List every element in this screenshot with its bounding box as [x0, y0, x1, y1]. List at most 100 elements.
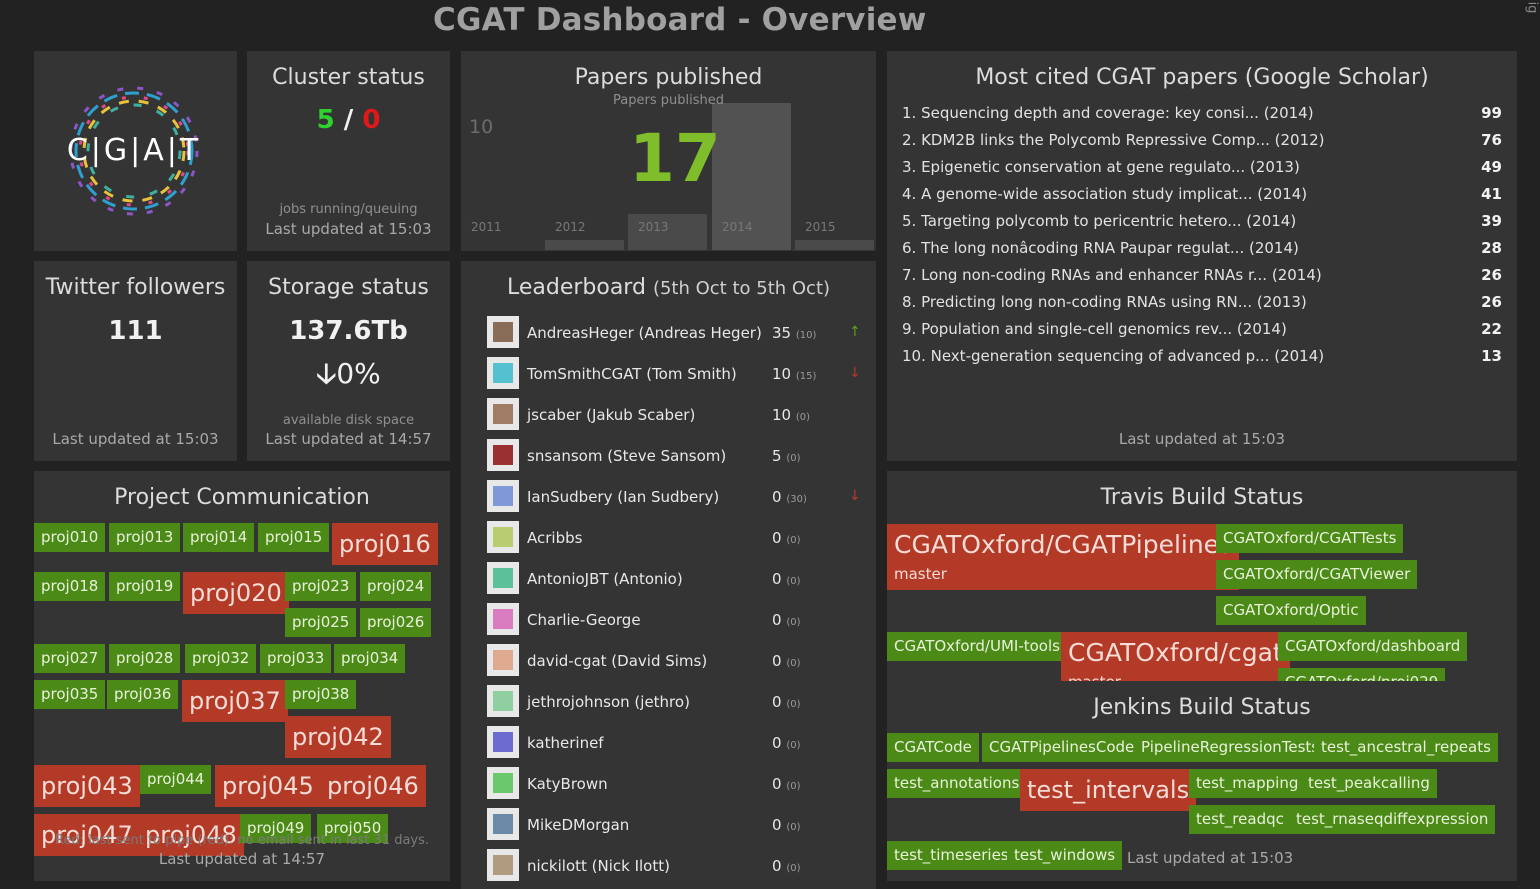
leaderboard-user[interactable]: katherinef — [527, 734, 604, 752]
leaderboard-user[interactable]: AndreasHeger (Andreas Heger) — [527, 324, 762, 342]
jenkins-build-tag[interactable]: test_intervals — [1020, 769, 1197, 811]
travis-build-tag[interactable]: CGATOxford/CGATTests — [1216, 524, 1404, 553]
leaderboard-user[interactable]: snsansom (Steve Sansom) — [527, 447, 727, 465]
leaderboard-row[interactable]: snsansom (Steve Sansom) 5 (0) — [487, 439, 867, 473]
leaderboard-user[interactable]: jscaber (Jakub Scaber) — [527, 406, 696, 424]
jenkins-build-tag[interactable]: test_peakcalling — [1301, 769, 1437, 798]
project-tag-proj019[interactable]: proj019 — [109, 572, 181, 601]
cited-paper-row[interactable]: 7. Long non-coding RNAs and enhancer RNA… — [902, 266, 1502, 288]
avatar[interactable] — [487, 808, 519, 840]
avatar[interactable] — [487, 562, 519, 594]
leaderboard-user[interactable]: KatyBrown — [527, 775, 608, 793]
jenkins-build-tag[interactable]: test_annotations — [887, 769, 1027, 798]
project-tag-proj050[interactable]: proj050 — [317, 814, 389, 843]
travis-build-tag[interactable]: CGATOxford/dashboard — [1278, 632, 1468, 661]
project-tag-proj043[interactable]: proj043 — [34, 765, 140, 807]
project-tag-proj044[interactable]: proj044 — [140, 765, 212, 794]
travis-build-tag[interactable]: CGATOxford/CGATPipelines master — [887, 524, 1240, 590]
leaderboard-row[interactable]: MikeDMorgan 0 (0) — [487, 808, 867, 842]
jenkins-build-tag[interactable]: test_mapping — [1189, 769, 1306, 798]
jenkins-build-tag[interactable]: test_rnaseqdiffexpression — [1289, 805, 1496, 834]
cited-paper-row[interactable]: 3. Epigenetic conservation at gene regul… — [902, 158, 1502, 180]
travis-build-tag[interactable]: CGATOxford/proj029 — [1278, 668, 1446, 681]
avatar[interactable] — [487, 316, 519, 348]
avatar[interactable] — [487, 480, 519, 512]
project-tag-proj020[interactable]: proj020 — [183, 572, 289, 614]
leaderboard-user[interactable]: IanSudbery (Ian Sudbery) — [527, 488, 720, 506]
jenkins-build-tag[interactable]: CGATCode — [887, 733, 979, 762]
leaderboard-row[interactable]: TomSmithCGAT (Tom Smith) 10 (15) ↓ — [487, 357, 867, 391]
jenkins-build-tag[interactable]: test_windows — [1007, 841, 1123, 870]
leaderboard-user[interactable]: Acribbs — [527, 529, 583, 547]
cited-paper-row[interactable]: 9. Population and single-cell genomics r… — [902, 320, 1502, 342]
leaderboard-row[interactable]: katherinef 0 (0) — [487, 726, 867, 760]
avatar[interactable] — [487, 521, 519, 553]
travis-build-tag[interactable]: CGATOxford/CGATViewer — [1216, 560, 1418, 589]
jenkins-build-tag[interactable]: test_timeseries — [887, 841, 1016, 870]
jenkins-build-tag[interactable]: test_readqc — [1189, 805, 1291, 834]
leaderboard-row[interactable]: Charlie-George 0 (0) — [487, 603, 867, 637]
cited-paper-row[interactable]: 4. A genome-wide association study impli… — [902, 185, 1502, 207]
project-tag-proj010[interactable]: proj010 — [34, 523, 106, 552]
leaderboard-user[interactable]: TomSmithCGAT (Tom Smith) — [527, 365, 737, 383]
travis-build-tag[interactable]: CGATOxford/Optic — [1216, 596, 1366, 625]
project-tag-proj042[interactable]: proj042 — [285, 716, 391, 758]
avatar[interactable] — [487, 439, 519, 471]
cited-paper-row[interactable]: 6. The long nonâcoding RNA Paupar regula… — [902, 239, 1502, 261]
project-tag-proj034[interactable]: proj034 — [334, 644, 406, 673]
project-tag-proj037[interactable]: proj037 — [182, 680, 288, 722]
cited-paper-row[interactable]: 5. Targeting polycomb to pericentric het… — [902, 212, 1502, 234]
avatar[interactable] — [487, 767, 519, 799]
project-tag-proj045[interactable]: proj045 — [215, 765, 321, 807]
avatar[interactable] — [487, 849, 519, 881]
project-tag-proj036[interactable]: proj036 — [107, 680, 179, 709]
leaderboard-user[interactable]: david-cgat (David Sims) — [527, 652, 708, 670]
jenkins-build-tag[interactable]: test_ancestral_repeats — [1314, 733, 1498, 762]
leaderboard-user[interactable]: nickilott (Nick Ilott) — [527, 857, 670, 875]
leaderboard-user[interactable]: MikeDMorgan — [527, 816, 630, 834]
leaderboard-row[interactable]: KatyBrown 0 (0) — [487, 767, 867, 801]
cited-paper-row[interactable]: 10. Next-generation sequencing of advanc… — [902, 347, 1502, 369]
jenkins-build-tag[interactable]: CGATPipelinesCode — [982, 733, 1142, 762]
jenkins-build-tag[interactable]: PipelineRegressionTests — [1134, 733, 1327, 762]
leaderboard-row[interactable]: AndreasHeger (Andreas Heger) 35 (10) ↑ — [487, 316, 867, 350]
project-tag-proj028[interactable]: proj028 — [109, 644, 181, 673]
leaderboard-user[interactable]: jethrojohnson (jethro) — [527, 693, 690, 711]
leaderboard-row[interactable]: jethrojohnson (jethro) 0 (0) — [487, 685, 867, 719]
project-tag-proj024[interactable]: proj024 — [360, 572, 432, 601]
avatar[interactable] — [487, 685, 519, 717]
leaderboard-row[interactable]: AntonioJBT (Antonio) 0 (0) — [487, 562, 867, 596]
project-tag-proj032[interactable]: proj032 — [185, 644, 257, 673]
leaderboard-row[interactable]: jscaber (Jakub Scaber) 10 (0) — [487, 398, 867, 432]
project-tag-proj046[interactable]: proj046 — [320, 765, 426, 807]
project-tag-proj047[interactable]: proj047 — [34, 814, 140, 856]
project-tag-proj048[interactable]: proj048 — [138, 814, 244, 856]
project-tag-proj015[interactable]: proj015 — [258, 523, 330, 552]
leaderboard-row[interactable]: IanSudbery (Ian Sudbery) 0 (30) ↓ — [487, 480, 867, 514]
project-tag-proj025[interactable]: proj025 — [285, 608, 357, 637]
project-tag-proj026[interactable]: proj026 — [360, 608, 432, 637]
leaderboard-user[interactable]: Charlie-George — [527, 611, 641, 629]
avatar[interactable] — [487, 603, 519, 635]
leaderboard-row[interactable]: nickilott (Nick Ilott) 0 (0) — [487, 849, 867, 883]
project-tag-proj018[interactable]: proj018 — [34, 572, 106, 601]
project-tag-proj035[interactable]: proj035 — [34, 680, 106, 709]
project-tag-proj049[interactable]: proj049 — [240, 814, 312, 843]
project-tag-proj033[interactable]: proj033 — [260, 644, 332, 673]
project-tag-proj014[interactable]: proj014 — [183, 523, 255, 552]
project-tag-proj013[interactable]: proj013 — [109, 523, 181, 552]
project-tag-proj016[interactable]: proj016 — [332, 523, 438, 565]
avatar[interactable] — [487, 644, 519, 676]
cited-paper-row[interactable]: 2. KDM2B links the Polycomb Repressive C… — [902, 131, 1502, 153]
leaderboard-row[interactable]: david-cgat (David Sims) 0 (0) — [487, 644, 867, 678]
travis-build-tag[interactable]: CGATOxford/cgat master — [1061, 632, 1290, 681]
cited-paper-row[interactable]: 8. Predicting long non-coding RNAs using… — [902, 293, 1502, 315]
cited-paper-row[interactable]: 1. Sequencing depth and coverage: key co… — [902, 104, 1502, 126]
leaderboard-row[interactable]: Acribbs 0 (0) — [487, 521, 867, 555]
project-tag-proj038[interactable]: proj038 — [285, 680, 357, 709]
avatar[interactable] — [487, 398, 519, 430]
avatar[interactable] — [487, 357, 519, 389]
project-tag-proj023[interactable]: proj023 — [285, 572, 357, 601]
travis-build-tag[interactable]: CGATOxford/UMI-tools — [887, 632, 1067, 661]
avatar[interactable] — [487, 726, 519, 758]
